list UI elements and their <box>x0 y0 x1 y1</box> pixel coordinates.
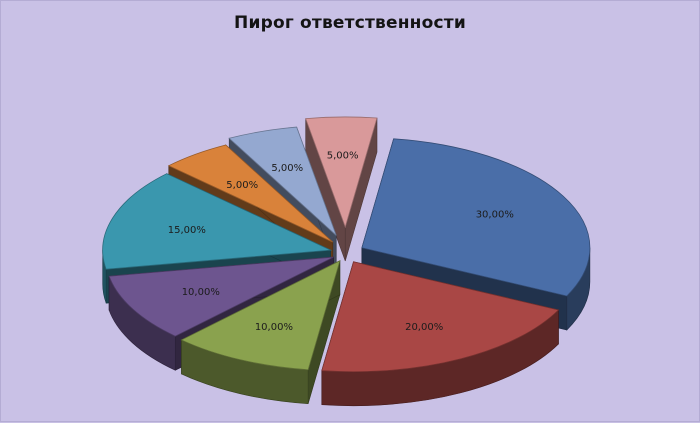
data-label-3: 10,00% <box>255 322 293 333</box>
pie-slice-8 <box>305 116 378 262</box>
data-label-6: 5,00% <box>226 180 258 191</box>
data-label-1: 30,00% <box>476 210 514 221</box>
data-label-2: 20,00% <box>405 322 443 333</box>
data-label-7: 5,00% <box>271 163 303 174</box>
chart-title: Пирог ответственности <box>234 13 466 33</box>
pie-slice-3 <box>180 260 341 405</box>
data-label-5: 15,00% <box>168 225 206 236</box>
data-label-4: 10,00% <box>182 287 220 298</box>
pie-slice-2 <box>321 261 560 407</box>
data-label-8: 5,00% <box>327 150 359 161</box>
